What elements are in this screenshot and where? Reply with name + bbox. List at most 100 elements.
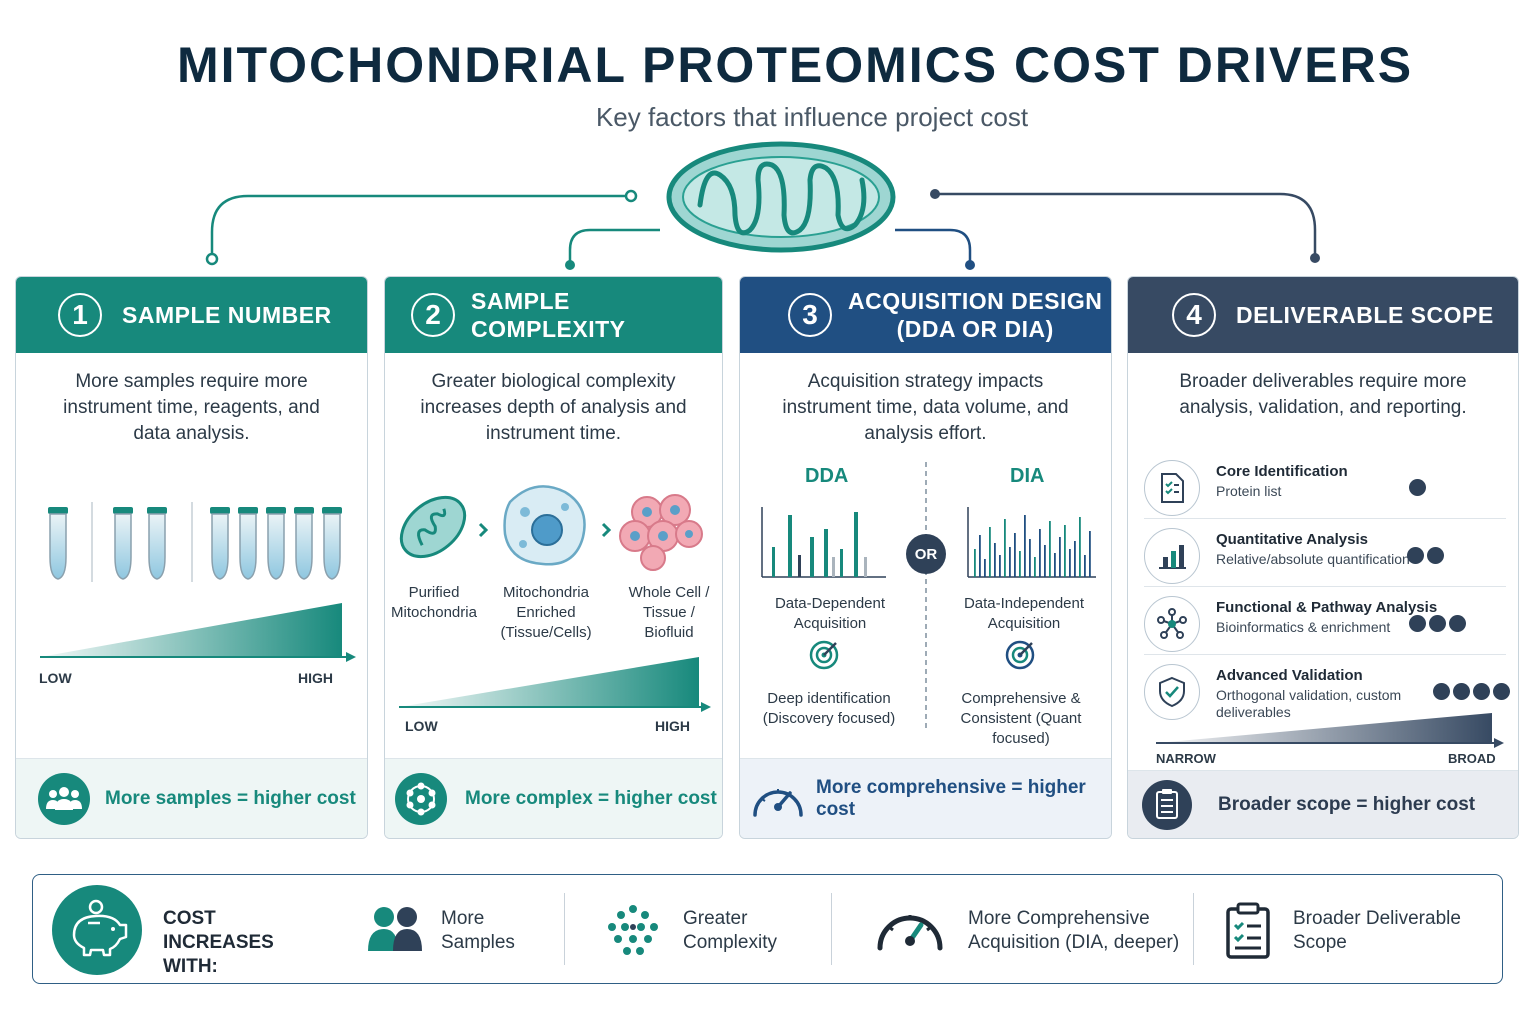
dia-heading: DIA xyxy=(1010,465,1045,487)
panel-sample-number: 1 SAMPLE NUMBER More samples require mor… xyxy=(15,276,368,839)
footer-text: More samples = higher cost xyxy=(105,787,356,809)
level-dot xyxy=(1453,683,1470,700)
complexity-scale-bar xyxy=(399,657,711,712)
panel-footer: More samples = higher cost xyxy=(16,758,367,838)
footer-text: More comprehensive = higher cost xyxy=(816,776,1086,820)
mitochondrion-icon xyxy=(666,141,896,253)
dia-spectrum-bar xyxy=(1034,557,1036,577)
dia-spectrum-bar xyxy=(1069,549,1071,577)
summary-bar: COST INCREASES WITH: More Samples Greate… xyxy=(32,874,1503,984)
panel-title-line1: ACQUISITION DESIGN xyxy=(848,288,1103,314)
stage-label: Whole Cell / Tissue / Biofluid xyxy=(628,584,710,641)
tier-subtitle: Relative/absolute quantification xyxy=(1216,551,1410,567)
tier-subtitle: Protein list xyxy=(1216,483,1282,499)
scale-high-label: BROAD xyxy=(1448,751,1496,766)
panel-sample-complexity: 2 SAMPLE COMPLEXITY Greater biological c… xyxy=(384,276,723,839)
summary-item-line2: Samples xyxy=(441,932,515,953)
deliverable-tier: Functional & Pathway Analysis Bioinforma… xyxy=(1144,591,1506,655)
acquisition-spectra-illustration xyxy=(761,462,1096,732)
summary-item-line1: Greater xyxy=(683,908,748,929)
sample-tubes-illustration xyxy=(40,502,356,662)
dia-spectrum-bar xyxy=(974,549,976,577)
summary-divider xyxy=(831,893,832,965)
footer-text: Broader scope = higher cost xyxy=(1218,793,1476,815)
dia-spectrum-bar xyxy=(984,559,986,577)
dia-spectrum-bar xyxy=(1074,541,1076,577)
dia-spectrum-bar xyxy=(1009,547,1011,577)
scale-low-label: LOW xyxy=(405,718,438,734)
panel-acquisition-design: 3 ACQUISITION DESIGN (DDA OR DIA) Acquis… xyxy=(739,276,1112,839)
page-title: MITOCHONDRIAL PROTEOMICS COST DRIVERS xyxy=(176,37,1414,93)
summary-item-line1: Broader Deliverable xyxy=(1293,908,1461,929)
dia-spectrum-bar xyxy=(979,535,981,577)
stage-label: Mitochondria Enriched (Tissue/Cells) xyxy=(500,584,592,641)
panel-deliverable-scope: 4 DELIVERABLE SCOPE Broader deliverables… xyxy=(1127,276,1519,839)
dia-spectrum-bar xyxy=(989,527,991,577)
summary-item-line1: More Comprehensive xyxy=(968,908,1150,929)
level-dot xyxy=(1433,683,1450,700)
scope-scale-bar xyxy=(1156,713,1504,748)
summary-divider xyxy=(564,893,565,965)
target-icon xyxy=(809,640,839,670)
dia-spectrum-bar xyxy=(999,555,1001,577)
tier-title: Core Identification xyxy=(1216,463,1348,480)
panel-description: Broader deliverables require more analys… xyxy=(1179,371,1467,418)
tier-level-dots xyxy=(1409,615,1466,632)
panel-number: 4 xyxy=(1172,293,1216,337)
panel-title-line2: (DDA OR DIA) xyxy=(896,316,1054,342)
dia-spectrum-bar xyxy=(1079,517,1081,577)
panel-description: Acquisition strategy impacts instrument … xyxy=(782,371,1069,444)
dia-spectrum-bar xyxy=(1004,519,1006,577)
dia-spectrum-bar xyxy=(1084,555,1086,577)
clipboard-icon xyxy=(1142,779,1192,830)
stage-label: Purified Mitochondria xyxy=(391,584,477,621)
summary-item-line2: Complexity xyxy=(683,932,777,953)
summary-item: Greater Complexity xyxy=(683,907,777,955)
deliverable-tier: Advanced Validation Orthogonal validatio… xyxy=(1144,659,1510,725)
dia-spectrum-bar xyxy=(1059,537,1061,577)
dia-spectrum-bar xyxy=(1024,515,1026,577)
clipboard-list-icon xyxy=(1226,902,1270,959)
mitochondrion-icon xyxy=(399,495,467,559)
people-icon xyxy=(368,907,422,951)
panel-title: DELIVERABLE SCOPE xyxy=(1236,302,1494,328)
complexity-stages-illustration xyxy=(399,485,703,571)
dia-spectrum-bar xyxy=(1044,545,1046,577)
tier-title: Advanced Validation xyxy=(1216,667,1363,684)
dda-spectrum-icon xyxy=(761,507,886,578)
deliverable-tier: Core Identification Protein list xyxy=(1144,455,1506,519)
dia-spectrum-icon xyxy=(967,507,1096,578)
summary-item-line2: Scope xyxy=(1293,932,1347,953)
summary-lead: COST INCREASES WITH: xyxy=(163,908,274,977)
dia-spectrum-bar xyxy=(1014,533,1016,577)
tier-subtitle: Bioinformatics & enrichment xyxy=(1216,619,1391,635)
panel-footer: Broader scope = higher cost xyxy=(1128,770,1518,838)
network-nodes-icon xyxy=(1144,596,1200,652)
dia-spectrum-bar xyxy=(994,543,996,577)
dda-heading: DDA xyxy=(805,465,849,487)
level-dot xyxy=(1429,615,1446,632)
footer-text: More complex = higher cost xyxy=(465,787,717,809)
summary-item: More Samples xyxy=(441,907,515,955)
level-dot xyxy=(1473,683,1490,700)
panel-footer: More comprehensive = higher cost xyxy=(740,758,1111,838)
panel-header: 1 SAMPLE NUMBER xyxy=(16,277,367,353)
dia-spectrum-bar xyxy=(1049,521,1051,577)
scale-low-label: LOW xyxy=(39,670,72,686)
tier-level-dots xyxy=(1409,479,1426,496)
tier-subtitle: Orthogonal validation, custom deliverabl… xyxy=(1216,687,1402,720)
tier-level-dots xyxy=(1433,683,1510,700)
dia-spectrum-bar xyxy=(1039,529,1041,577)
panel-description: Greater biological complexity increases … xyxy=(420,371,687,444)
level-dot xyxy=(1409,615,1426,632)
target-icon xyxy=(1005,640,1035,670)
bar-chart-icon xyxy=(1144,528,1200,584)
summary-item-line2: Acquisition (DIA, deeper) xyxy=(968,932,1180,953)
gauge-icon xyxy=(877,915,943,951)
summary-item-line1: More xyxy=(441,908,485,929)
dia-spectrum-bar xyxy=(1019,551,1021,577)
piggy-bank-icon xyxy=(52,885,142,975)
panel-header: 3 ACQUISITION DESIGN (DDA OR DIA) xyxy=(740,277,1111,353)
scale-high-label: HIGH xyxy=(655,718,690,734)
panel-header: 2 SAMPLE COMPLEXITY xyxy=(385,277,722,353)
